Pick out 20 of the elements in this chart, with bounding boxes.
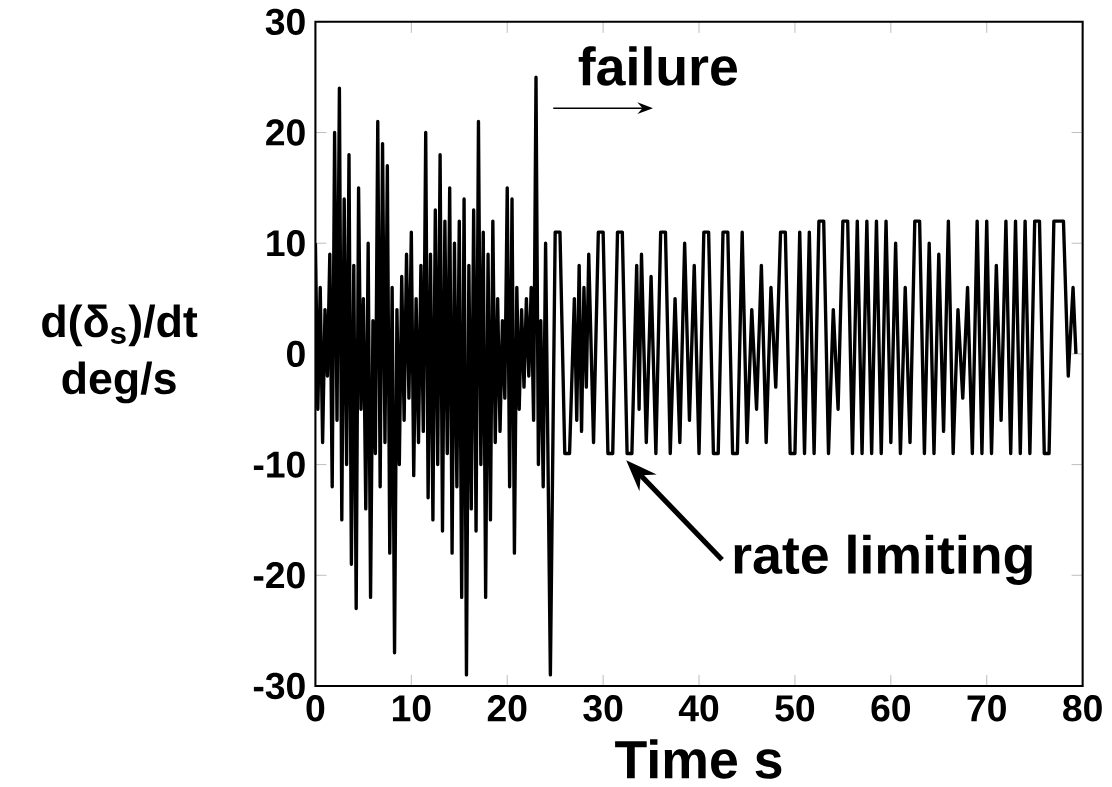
y-tick-label: 20: [266, 119, 305, 146]
y-tick-label: 0: [287, 340, 305, 367]
y-axis-title: d(δ$_{s}$)/dt deg/s: [42, 304, 198, 404]
y-tick-label: -20: [253, 561, 305, 589]
annotation: rate limiting: [734, 534, 1032, 585]
x-tick-label: 10: [392, 694, 431, 722]
x-tick-label: 40: [678, 694, 719, 722]
x-tick-label: 80: [1063, 694, 1102, 722]
y-tick-label: -10: [253, 451, 305, 478]
x-tick-label: 30: [583, 694, 623, 722]
y-tick-label: 30: [265, 8, 305, 35]
x-tick-label: 70: [967, 694, 1006, 722]
x-tick-label: 60: [871, 694, 911, 722]
x-tick-label: 50: [775, 694, 815, 722]
x-tick-label: 20: [487, 694, 527, 722]
y-tick-label: 10: [267, 229, 305, 257]
y-tick-label: -30: [253, 672, 305, 699]
x-axis-title: Time s: [615, 739, 782, 779]
x-tick-label: 0: [306, 694, 325, 722]
annotation: failure: [578, 46, 737, 86]
